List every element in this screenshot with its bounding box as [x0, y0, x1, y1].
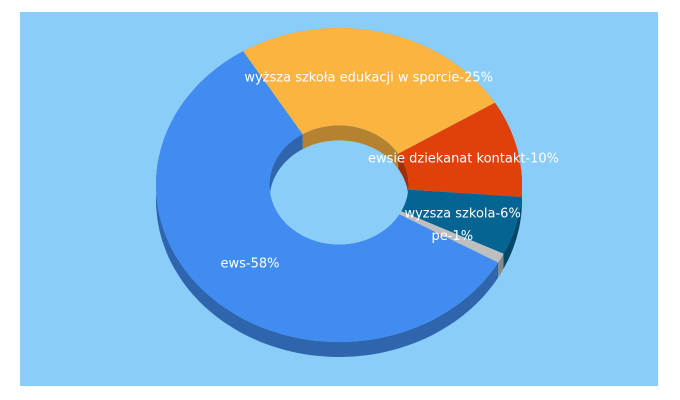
- slice-side: [503, 197, 522, 269]
- data-label: ews-58%: [221, 257, 280, 272]
- slice-inner-side: [398, 153, 409, 205]
- data-label: ewsie dziekanat kontakt-10%: [368, 152, 559, 167]
- slice: [243, 28, 495, 154]
- slice: [401, 189, 522, 254]
- data-label: wyzsza szkola-6%: [404, 206, 520, 221]
- slice: [399, 211, 504, 263]
- slice-side: [498, 253, 504, 278]
- slice: [156, 51, 499, 343]
- slice: [398, 102, 522, 197]
- data-label: wyższa szkoła edukacji w sporcie-25%: [244, 71, 493, 86]
- data-label: pe-1%: [432, 229, 474, 244]
- slice-inner-side: [302, 125, 399, 169]
